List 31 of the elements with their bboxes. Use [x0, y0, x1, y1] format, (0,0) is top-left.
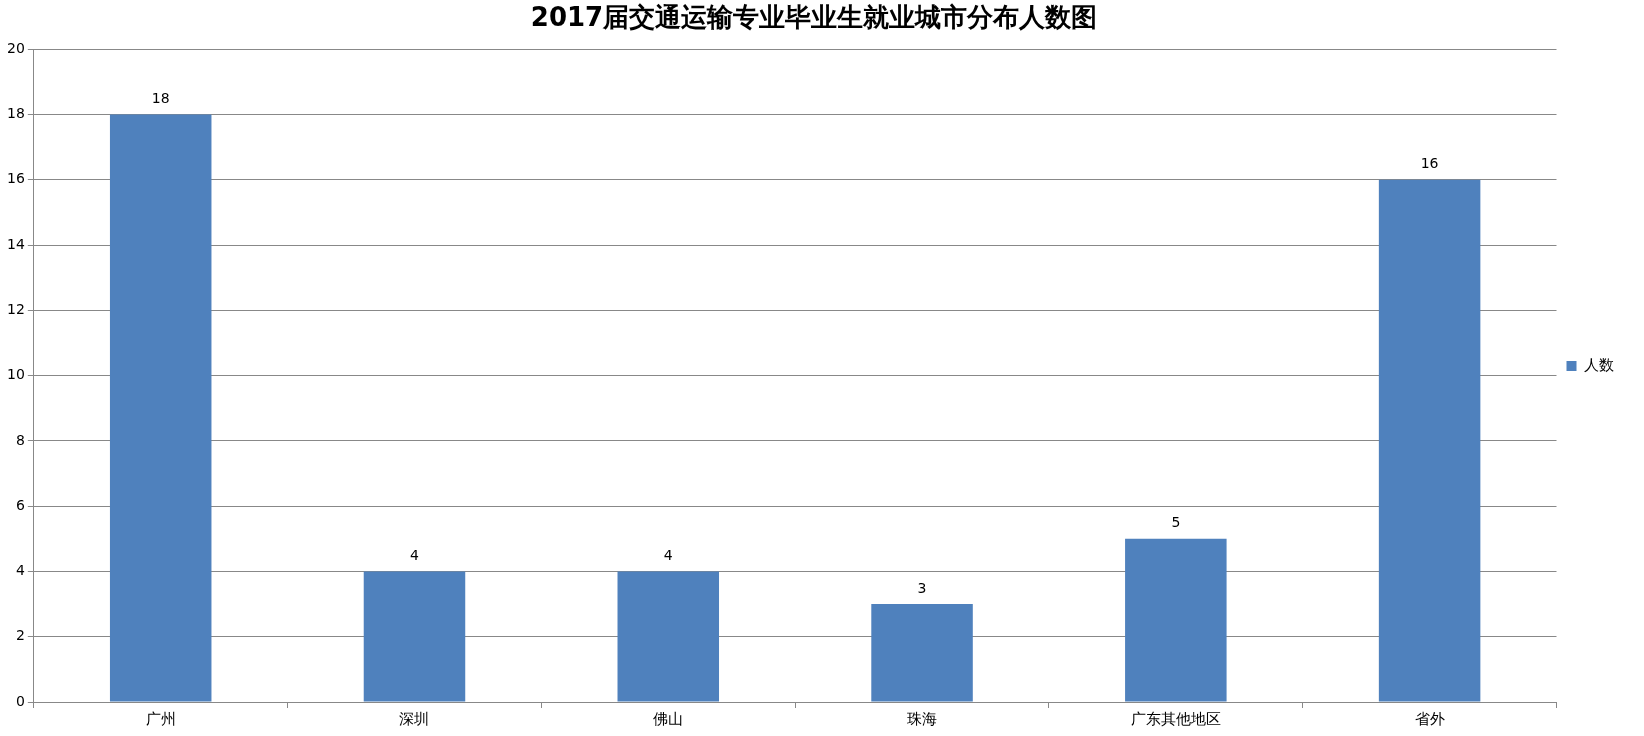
data-label: 4: [663, 547, 673, 564]
y-tick-label: 8: [15, 431, 25, 448]
data-label: 5: [1171, 514, 1181, 531]
y-tick-label: 4: [15, 562, 25, 579]
chart-title: 2017届交通运输专业毕业生就业城市分布人数图: [530, 2, 1098, 33]
x-tick-label: 省外: [1414, 709, 1445, 728]
bar: [871, 604, 973, 702]
bar: [1378, 179, 1481, 702]
x-tick-label: 广州: [145, 709, 176, 728]
x-tick-label: 珠海: [907, 709, 938, 728]
y-tick-label: 6: [15, 496, 25, 513]
bar: [1125, 538, 1227, 702]
data-label: 18: [151, 90, 170, 107]
bar: [109, 114, 212, 702]
y-tick-label: 14: [6, 235, 25, 252]
y-tick-label: 12: [6, 300, 25, 317]
y-tick-label: 16: [6, 170, 25, 187]
bar: [617, 571, 720, 702]
y-tick-label: 18: [6, 105, 25, 122]
y-tick-label: 10: [6, 366, 25, 383]
data-label: 4: [410, 547, 420, 564]
x-tick-label: 广东其他地区: [1130, 709, 1221, 728]
y-tick-label: 0: [15, 692, 25, 709]
data-label: 3: [917, 579, 927, 596]
y-tick-label: 2: [15, 627, 25, 644]
x-tick-label: 深圳: [399, 709, 430, 728]
data-label: 16: [1420, 155, 1439, 172]
legend-label: 人数: [1584, 355, 1614, 374]
bar: [363, 571, 466, 702]
y-tick-label: 20: [6, 39, 25, 56]
x-tick-label: 佛山: [653, 709, 684, 728]
